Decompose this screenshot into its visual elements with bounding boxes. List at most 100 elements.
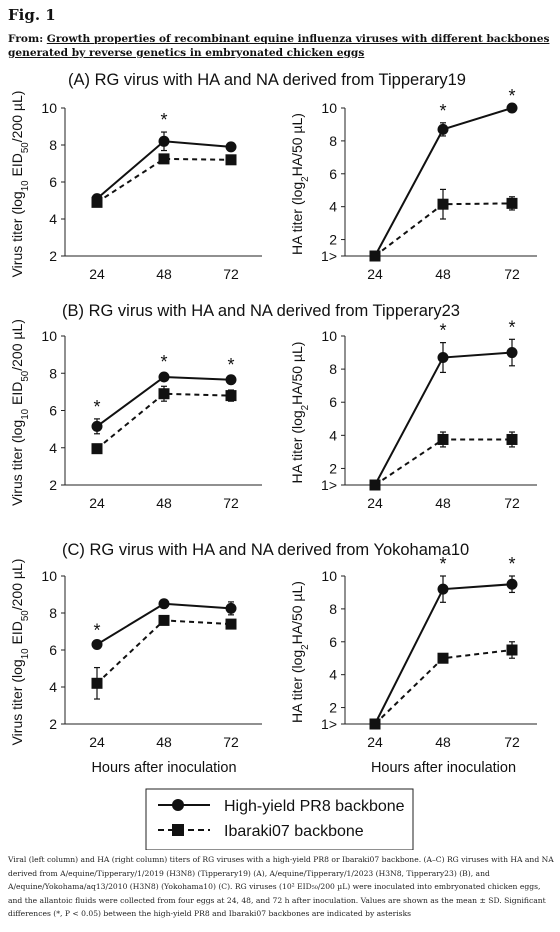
source-line: From: Growth properties of recombinant e… (8, 32, 552, 60)
significance-asterisk: * (93, 397, 100, 417)
data-point-circle (437, 123, 449, 135)
x-tick-label: 48 (435, 495, 451, 511)
data-point-square (369, 718, 381, 730)
y-tick-label: 10 (41, 568, 57, 584)
chart-title: (C) RG virus with HA and NA derived from… (62, 541, 469, 559)
source-prefix: From: (8, 33, 47, 45)
y-tick-label: 1> (321, 477, 337, 493)
data-point-circle (91, 638, 103, 650)
data-point-circle (225, 374, 237, 386)
x-tick-label: 72 (223, 734, 239, 750)
data-point-circle (158, 371, 170, 383)
x-tick-label: 72 (504, 734, 520, 750)
y-tick-label: 4 (329, 427, 337, 443)
chart-panel-a-left: (A) RG virus with HA and NA derived from… (9, 71, 466, 282)
data-point-square (91, 677, 103, 689)
y-axis-label: Virus titer (log10 EID50/200 µL) (9, 559, 31, 746)
legend: High-yield PR8 backbone Ibaraki07 backbon… (145, 788, 414, 850)
y-tick-label: 10 (321, 328, 337, 344)
chart-title: (B) RG virus with HA and NA derived from… (62, 302, 460, 320)
y-tick-label: 8 (49, 365, 57, 381)
data-point-square (225, 390, 237, 402)
chart-panel-b-left: (B) RG virus with HA and NA derived from… (9, 302, 460, 511)
x-axis-label: Hours after inoculation (91, 760, 236, 776)
significance-asterisk: * (227, 355, 234, 375)
data-point-square (437, 198, 449, 210)
y-tick-label: 6 (49, 403, 57, 419)
y-tick-label: 2 (329, 460, 337, 476)
y-tick-label: 10 (41, 328, 57, 344)
x-tick-label: 24 (367, 495, 383, 511)
data-point-circle (91, 420, 103, 432)
data-point-square (158, 388, 170, 400)
legend-marker-square (172, 824, 184, 836)
x-tick-label: 24 (89, 734, 105, 750)
data-point-square (437, 433, 449, 445)
x-tick-label: 48 (156, 734, 172, 750)
y-tick-label: 1> (321, 248, 337, 264)
y-tick-label: 6 (49, 174, 57, 190)
y-tick-label: 6 (329, 634, 337, 650)
y-axis-label: HA titer (log2HA/50 µL) (289, 342, 311, 484)
figure-label: Fig. 1 (8, 6, 56, 24)
data-point-square (506, 433, 518, 445)
x-tick-label: 72 (223, 266, 239, 282)
chart-title: (A) RG virus with HA and NA derived from… (68, 71, 466, 89)
significance-asterisk: * (439, 101, 446, 121)
y-axis-label: Virus titer (log10 EID50/200 µL) (9, 319, 31, 506)
data-point-circle (506, 102, 518, 114)
x-tick-label: 48 (156, 495, 172, 511)
significance-asterisk: * (160, 352, 167, 372)
data-point-square (506, 644, 518, 656)
data-point-circle (506, 578, 518, 590)
significance-asterisk: * (508, 554, 515, 574)
y-tick-label: 2 (49, 477, 57, 493)
data-point-square (369, 250, 381, 262)
legend-box (145, 788, 414, 850)
figure-charts: (A) RG virus with HA and NA derived from… (9, 71, 537, 850)
y-tick-label: 8 (329, 361, 337, 377)
y-tick-label: 6 (329, 166, 337, 182)
y-tick-label: 8 (329, 601, 337, 617)
x-axis-label: Hours after inoculation (371, 760, 516, 776)
significance-asterisk: * (160, 110, 167, 130)
x-tick-label: 48 (435, 266, 451, 282)
data-point-square (91, 443, 103, 455)
x-tick-label: 24 (89, 495, 105, 511)
x-tick-label: 24 (89, 266, 105, 282)
data-point-circle (225, 602, 237, 614)
y-axis-label: Virus titer (log10 EID50/200 µL) (9, 91, 31, 278)
y-tick-label: 2 (329, 232, 337, 248)
y-tick-label: 1> (321, 716, 337, 732)
y-tick-label: 4 (49, 440, 57, 456)
figure-caption: Viral (left column) and HA (right column… (8, 855, 554, 918)
data-point-square (437, 652, 449, 664)
data-point-square (225, 154, 237, 166)
significance-asterisk: * (439, 554, 446, 574)
significance-asterisk: * (93, 621, 100, 641)
data-point-square (91, 196, 103, 208)
y-tick-label: 10 (321, 100, 337, 116)
y-tick-label: 6 (49, 642, 57, 658)
legend-label: High-yield PR8 backbone (224, 798, 405, 815)
data-point-square (225, 618, 237, 630)
chart-panel-c-left: (C) RG virus with HA and NA derived from… (9, 541, 469, 776)
data-point-circle (506, 347, 518, 359)
y-tick-label: 4 (329, 667, 337, 683)
legend-label: Ibaraki07 backbone (224, 823, 364, 840)
y-tick-label: 8 (329, 133, 337, 149)
y-tick-label: 4 (329, 199, 337, 215)
x-tick-label: 48 (156, 266, 172, 282)
data-point-circle (158, 135, 170, 147)
source-article-link[interactable]: Growth properties of recombinant equine … (8, 33, 550, 59)
legend-marker-circle (172, 799, 184, 811)
y-tick-label: 2 (49, 248, 57, 264)
data-point-circle (225, 141, 237, 153)
y-tick-label: 2 (49, 716, 57, 732)
x-tick-label: 72 (504, 495, 520, 511)
series-line-ibaraki07 (96, 619, 232, 685)
significance-asterisk: * (439, 321, 446, 341)
